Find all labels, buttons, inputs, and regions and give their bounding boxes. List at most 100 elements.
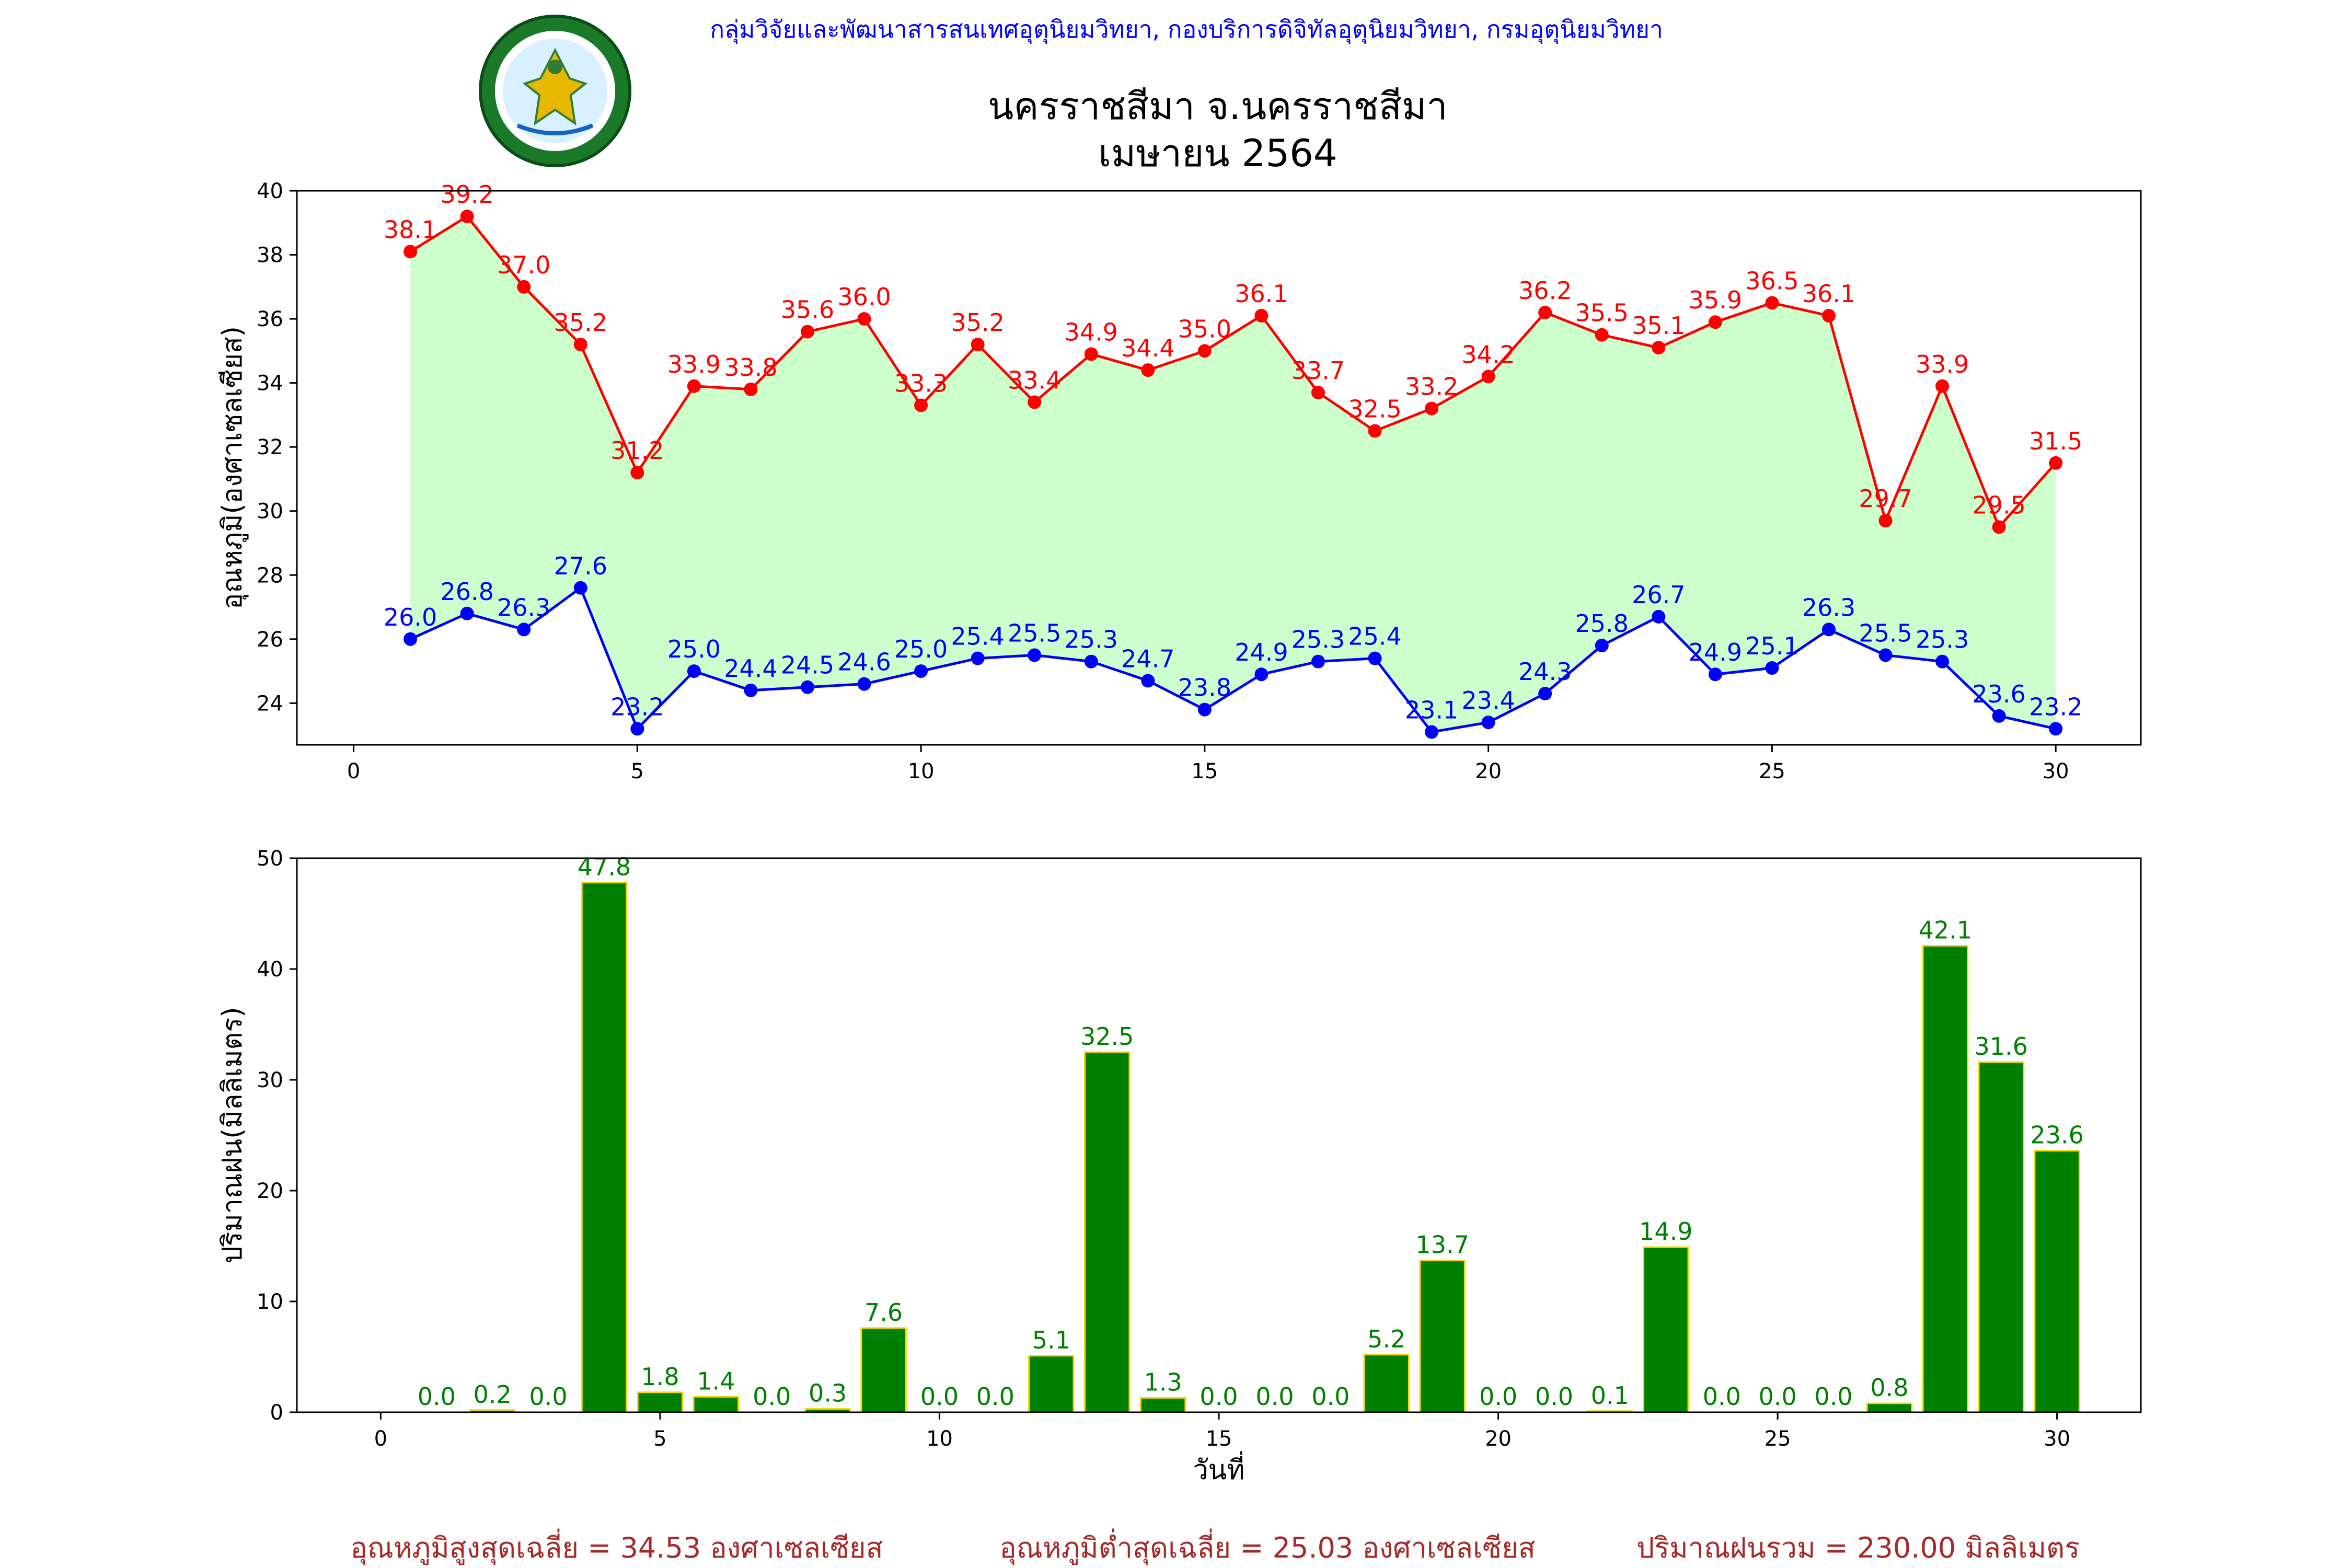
rainfall-data-label: 47.8 — [578, 853, 631, 881]
max-temperature-point — [1481, 370, 1495, 384]
rainfall-data-label: 1.4 — [697, 1367, 735, 1395]
rainfall-data-label: 31.6 — [1975, 1032, 2028, 1060]
rainfall-data-label: 13.7 — [1415, 1231, 1469, 1259]
max-temperature-point — [573, 338, 587, 352]
rainfall-bars — [469, 882, 2080, 1413]
y-tick-label: 30 — [257, 500, 283, 524]
rainfall-data-label: 42.1 — [1919, 916, 1972, 944]
min-temperature-point — [971, 651, 985, 665]
temperature-y-axis-label: อุณหภูมิ(องศาเซลเซียส) — [217, 326, 249, 609]
rainfall-bar — [1866, 1402, 1913, 1413]
rainfall-bar — [1028, 1355, 1075, 1413]
min-temperature-data-label: 25.0 — [667, 635, 721, 663]
max-temperature-point — [1935, 379, 1950, 393]
max-temperature-data-label: 31.5 — [2029, 427, 2082, 455]
min-temperature-data-label: 23.1 — [1405, 696, 1458, 724]
min-temperature-data-label: 25.0 — [894, 635, 948, 663]
max-temperature-point — [1311, 386, 1325, 400]
min-temperature-point — [744, 683, 758, 697]
temperature-plot-frame — [296, 190, 2142, 746]
rainfall-plot-frame — [296, 857, 2142, 1413]
max-temperature-point — [1538, 305, 1552, 319]
x-tick-label: 20 — [1475, 759, 1502, 783]
rainfall-data-label: 32.5 — [1080, 1022, 1134, 1051]
x-tick-label: 0 — [374, 1427, 387, 1451]
temperature-chart: 38.139.237.035.231.233.9 33.835.6 36.033.3… — [217, 179, 2142, 783]
min-temperature-series — [403, 581, 2063, 739]
rainfall-bar — [1978, 1061, 2024, 1413]
x-tick-label: 25 — [1765, 1427, 1791, 1451]
min-temperature-data-label: 25.3 — [1065, 626, 1118, 654]
max-temperature-data-label: 35.2 — [951, 308, 1004, 337]
rainfall-bar — [1419, 1260, 1466, 1413]
max-temperature-data-label: 33.9 — [1916, 350, 1969, 378]
max-temperature-point — [403, 245, 418, 259]
min-temperature-data-label: 24.9 — [1235, 638, 1288, 666]
y-tick-label: 10 — [257, 1290, 283, 1314]
min-temperature-data-label: 26.3 — [1802, 593, 1855, 621]
rainfall-data-label: 7.6 — [864, 1298, 903, 1327]
rainfall-data-label: 0.0 — [1814, 1382, 1852, 1411]
temperature-y-axis: 24 26 28 30 32 34 36 38 40 — [257, 179, 297, 716]
max-temperature-point — [744, 382, 758, 396]
min-temperature-data-label: 26.8 — [440, 578, 493, 606]
y-tick-label: 28 — [257, 563, 283, 587]
rainfall-bar — [693, 1396, 740, 1413]
min-temperature-point — [403, 632, 418, 646]
avg-min-temperature-text: อุณหภูมิต่ำสุดเฉลี่ย = 25.03 องศาเซลเซีย… — [999, 1528, 1535, 1565]
min-temperature-point — [914, 664, 928, 678]
min-temperature-point — [1311, 654, 1325, 668]
max-temperature-point — [1595, 328, 1609, 342]
max-temperature-data-label: 36.2 — [1518, 276, 1572, 305]
x-tick-label: 5 — [631, 759, 644, 783]
max-temperature-data-label: 35.9 — [1689, 286, 1742, 314]
rainfall-data-label: 0.0 — [529, 1382, 568, 1411]
max-temperature-point — [1992, 520, 2006, 534]
max-temperature-point — [1197, 344, 1212, 358]
rainfall-data-label: 1.3 — [1144, 1368, 1182, 1396]
rainfall-data-label: 23.6 — [2030, 1121, 2083, 1149]
max-temperature-point — [1708, 315, 1722, 329]
max-temperature-data-label: 33.8 — [724, 353, 777, 382]
min-temperature-point — [857, 677, 871, 691]
x-tick-label: 30 — [2043, 759, 2069, 783]
rainfall-bar — [1643, 1246, 1689, 1413]
max-temperature-data-label: 33.7 — [1292, 356, 1345, 385]
min-temperature-data-label: 25.4 — [1348, 622, 1401, 651]
min-temperature-point — [1084, 654, 1098, 668]
max-temperature-data-label: 29.7 — [1859, 485, 1912, 513]
rainfall-data-label: 0.0 — [1535, 1382, 1573, 1411]
min-temperature-point — [1878, 648, 1893, 662]
min-temperature-data-label: 23.2 — [2029, 693, 2082, 721]
min-temperature-point — [1141, 674, 1155, 688]
max-temperature-point — [857, 312, 871, 326]
y-tick-label: 30 — [257, 1068, 283, 1092]
min-temperature-point — [1765, 661, 1779, 675]
rainfall-data-label: 0.0 — [976, 1382, 1014, 1411]
rainfall-bar — [1922, 944, 1969, 1413]
rainfall-data-label: 0.0 — [1703, 1382, 1741, 1411]
min-temperature-point — [517, 622, 531, 637]
x-tick-label: 15 — [1191, 759, 1218, 783]
rainfall-x-axis-label: วันที่ — [1193, 1451, 1244, 1486]
avg-max-temperature-text: อุณหภูมิสูงสุดเฉลี่ย = 34.53 องศาเซลเซีย… — [350, 1528, 883, 1565]
min-temperature-point — [1368, 651, 1382, 665]
min-temperature-data-label: 26.0 — [384, 603, 437, 631]
max-temperature-data-label: 35.6 — [781, 296, 834, 324]
min-temperature-point — [1992, 709, 2006, 723]
rainfall-data-label: 0.0 — [1311, 1382, 1350, 1411]
x-tick-label: 10 — [908, 759, 935, 783]
max-temperature-point — [1425, 401, 1439, 416]
max-temperature-data-label: 36.1 — [1235, 280, 1288, 308]
rainfall-y-axis-label: ปริมาณฝน(มิลลิเมตร) — [217, 1007, 248, 1263]
rainfall-data-label: 0.0 — [1255, 1382, 1294, 1411]
min-temperature-data-label: 25.3 — [1292, 626, 1345, 654]
min-temperature-data-label: 23.8 — [1178, 674, 1231, 702]
min-temperature-data-label: 24.5 — [781, 651, 834, 679]
max-temperature-point — [1878, 514, 1893, 528]
rainfall-y-axis: 0 10 20 30 40 50 — [257, 847, 297, 1425]
rainfall-data-label: 5.1 — [1032, 1326, 1070, 1354]
rainfall-data-label: 0.0 — [1479, 1382, 1517, 1411]
max-temperature-series — [403, 210, 2063, 534]
